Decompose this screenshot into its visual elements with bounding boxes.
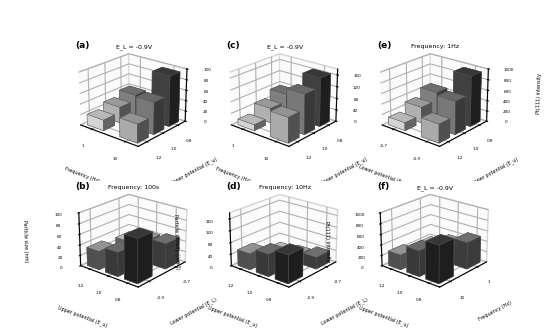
Text: Frequency: 100s: Frequency: 100s: [109, 185, 160, 190]
Text: Frequency: 10Hz: Frequency: 10Hz: [259, 185, 311, 190]
Y-axis label: Upper potential (E_u): Upper potential (E_u): [320, 156, 369, 186]
X-axis label: Lower potential (E_L): Lower potential (E_L): [320, 296, 368, 326]
Text: (c): (c): [226, 42, 240, 50]
Text: (d): (d): [226, 182, 241, 191]
X-axis label: Frequency (Hz): Frequency (Hz): [64, 166, 100, 184]
Y-axis label: Upper potential (E_u): Upper potential (E_u): [207, 304, 258, 328]
Text: E_L = -0.9V: E_L = -0.9V: [267, 45, 303, 50]
Y-axis label: Upper potential (E_u): Upper potential (E_u): [471, 156, 519, 186]
X-axis label: Lower potential (E_L): Lower potential (E_L): [169, 296, 218, 326]
Text: E_L = -0.9V: E_L = -0.9V: [116, 45, 152, 50]
Y-axis label: Upper potential (E_u): Upper potential (E_u): [57, 304, 107, 328]
X-axis label: Frequency (Hz): Frequency (Hz): [477, 300, 512, 322]
Text: E_L = -0.9V: E_L = -0.9V: [418, 185, 453, 191]
Text: (b): (b): [75, 182, 90, 191]
Text: (a): (a): [75, 42, 90, 50]
Y-axis label: Upper potential (E_u): Upper potential (E_u): [358, 304, 409, 328]
X-axis label: Frequency (Hz): Frequency (Hz): [215, 166, 251, 184]
Text: Frequency: 1Hz: Frequency: 1Hz: [412, 45, 460, 49]
Text: (f): (f): [377, 182, 389, 191]
X-axis label: Lower potential (E_L): Lower potential (E_L): [358, 164, 409, 187]
Y-axis label: Upper potential (E_u): Upper potential (E_u): [169, 156, 218, 186]
Text: (e): (e): [377, 42, 391, 50]
